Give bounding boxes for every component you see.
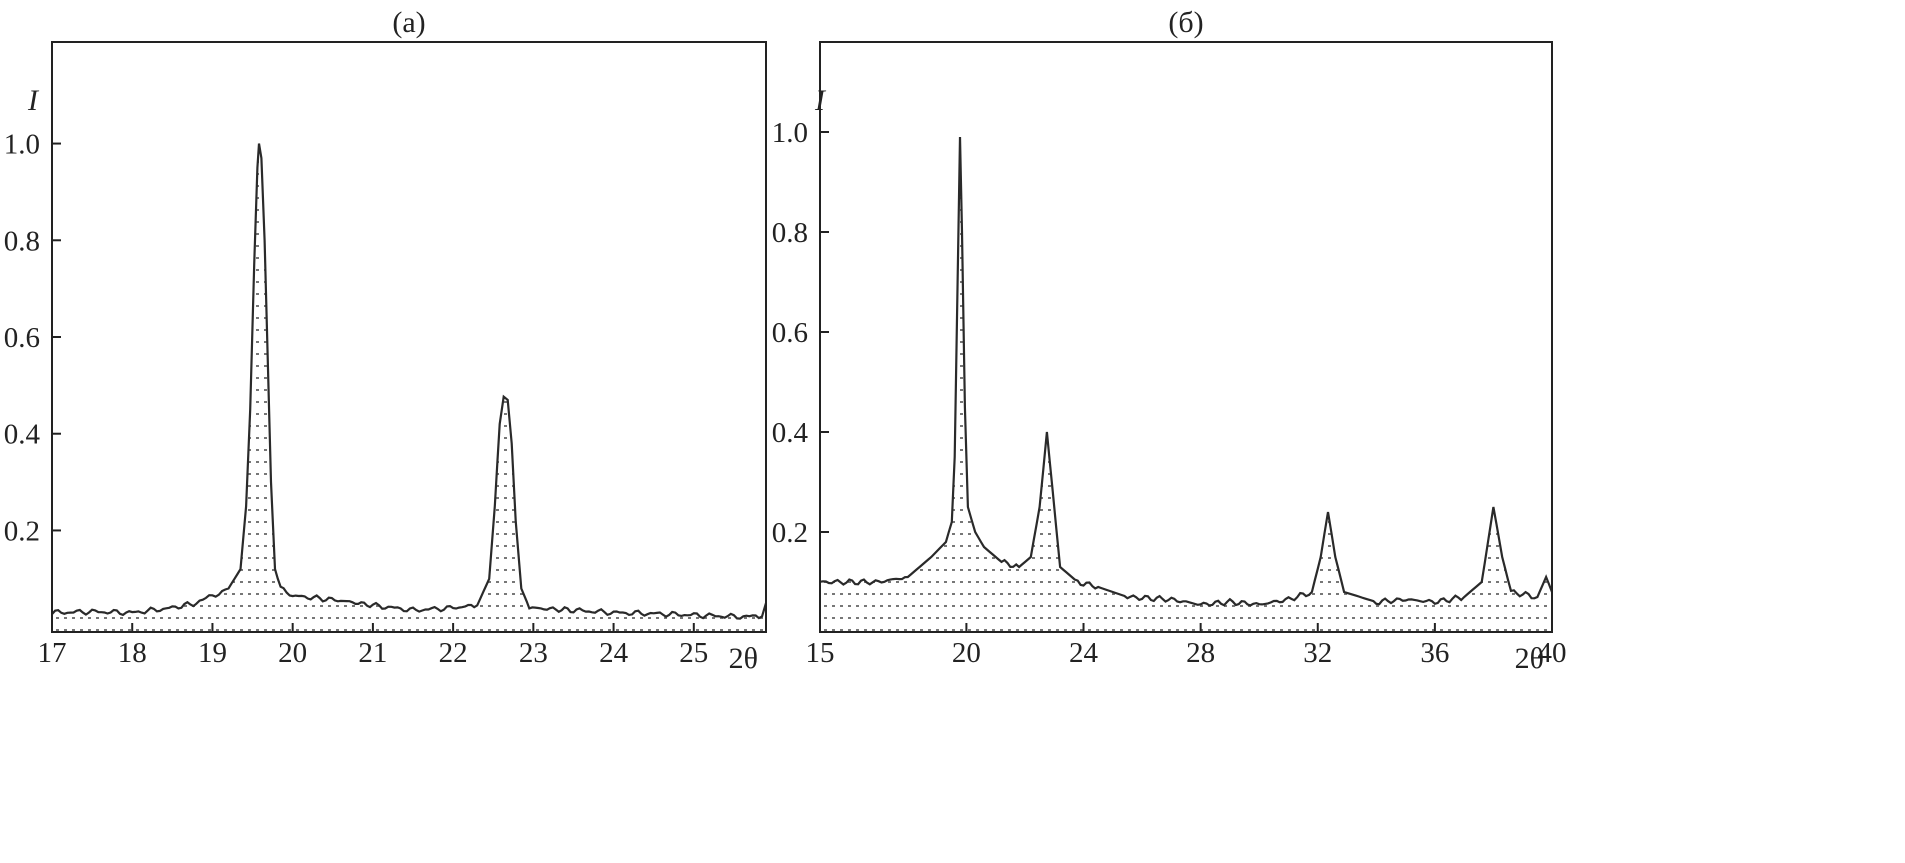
x-tick-label: 23 bbox=[519, 637, 548, 669]
plot-frame bbox=[51, 41, 767, 633]
x-tick-label: 40 bbox=[1538, 637, 1567, 669]
y-tick-label: 0.6 bbox=[772, 317, 808, 349]
y-tick-label: 0.4 bbox=[772, 417, 809, 449]
x-tick-label: 19 bbox=[198, 637, 227, 669]
x-tick-label: 20 bbox=[278, 637, 307, 669]
y-tick-label: 0.8 bbox=[772, 217, 808, 249]
panel-a: (a) I 2θ 17 18 19 20 21 22 23 24 25 0.2 0.4 0.6 0.8 1.0 bbox=[4, 6, 768, 675]
y-tick-label: 0.6 bbox=[4, 322, 40, 354]
y-tick-label: 0.4 bbox=[4, 419, 41, 451]
panel-title: (б) bbox=[1168, 6, 1203, 39]
x-tick-label: 18 bbox=[118, 637, 147, 669]
y-tick-label: 1.0 bbox=[772, 117, 808, 149]
x-tick-label: 20 bbox=[952, 637, 981, 669]
series-line-pattern-b bbox=[819, 136, 1554, 607]
series-line-pattern-a bbox=[51, 143, 768, 620]
x-tick-label: 24 bbox=[1069, 637, 1099, 669]
y-tick-label: 0.8 bbox=[4, 225, 40, 257]
x-tick-label: 28 bbox=[1186, 637, 1215, 669]
x-tick-label: 22 bbox=[439, 637, 468, 669]
series-fill-pattern-b bbox=[820, 137, 1552, 632]
plot-frame bbox=[819, 41, 1553, 633]
y-tick-label: 0.2 bbox=[772, 517, 808, 549]
x-tick-label: 25 bbox=[679, 637, 708, 669]
x-axis-label: 2θ bbox=[729, 642, 758, 675]
x-tick-label: 24 bbox=[599, 637, 629, 669]
x-tick-label: 36 bbox=[1420, 637, 1449, 669]
x-tick-label: 21 bbox=[358, 637, 387, 669]
x-tick-label: 32 bbox=[1303, 637, 1332, 669]
x-tick-label: 17 bbox=[38, 637, 67, 669]
y-tick-label: 1.0 bbox=[4, 129, 40, 161]
y-axis-label: I bbox=[27, 84, 40, 117]
series-fill-pattern-a bbox=[52, 143, 766, 632]
x-axis-label: 2θ bbox=[1515, 642, 1544, 675]
x-tick-label: 15 bbox=[806, 637, 835, 669]
panel-title: (a) bbox=[392, 6, 425, 39]
y-tick-label: 0.2 bbox=[4, 515, 40, 547]
